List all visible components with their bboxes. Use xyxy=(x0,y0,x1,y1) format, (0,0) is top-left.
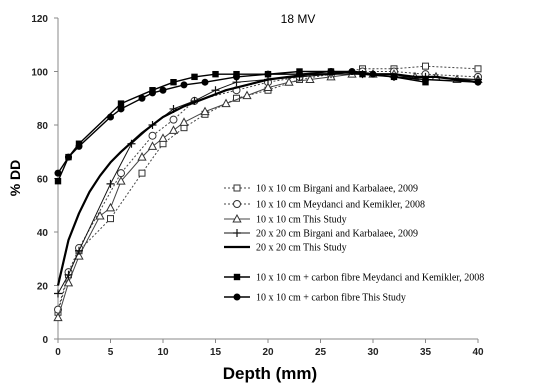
plus-marker xyxy=(54,289,62,298)
x-tick-label: 15 xyxy=(210,347,222,358)
open-triangle-marker xyxy=(168,125,179,134)
filled-square-marker xyxy=(359,70,366,78)
open-square-marker xyxy=(474,65,482,73)
open-triangle-marker xyxy=(53,312,63,322)
y-tick-label: 120 xyxy=(31,14,48,25)
open-square-marker xyxy=(233,184,241,192)
open-triangle-marker xyxy=(221,98,231,108)
open-triangle-marker xyxy=(147,141,158,150)
open-circle-marker xyxy=(233,200,241,208)
x-tick-label: 5 xyxy=(108,347,114,358)
y-axis-label: % DD xyxy=(7,160,23,197)
x-tick-label: 40 xyxy=(472,347,484,358)
x-tick-labels: 0 5 10 15 20 25 30 35 40 xyxy=(55,339,484,358)
series-line xyxy=(57,65,479,313)
series-5 xyxy=(56,70,479,286)
plus-marker xyxy=(106,179,115,188)
x-tick-label: 35 xyxy=(420,347,432,358)
plus-marker xyxy=(233,229,241,237)
filled-circle-marker xyxy=(348,68,356,75)
open-triangle-marker xyxy=(263,82,273,92)
open-circle-marker xyxy=(148,131,157,140)
filled-square-marker xyxy=(212,70,219,78)
y-tick-labels: 0 20 40 60 80 100 120 xyxy=(31,14,58,346)
y-tick-label: 80 xyxy=(37,121,49,132)
legend-label: 10 x 10 cm This Study xyxy=(256,215,347,226)
open-triangle-marker xyxy=(305,74,315,84)
plus-marker xyxy=(211,86,220,95)
open-triangle-marker xyxy=(95,210,105,220)
chart-title: 18 MV xyxy=(281,12,316,26)
filled-circle-marker xyxy=(201,78,209,86)
open-triangle-marker xyxy=(242,90,252,100)
series-line xyxy=(57,70,426,182)
open-triangle-marker xyxy=(105,202,116,212)
filled-circle-marker xyxy=(159,86,167,94)
legend-label: 10 x 10 cm Birgani and Karbalaee, 2009 xyxy=(256,184,418,195)
x-axis-label: Depth (mm) xyxy=(223,364,317,383)
legend-label: 20 x 20 cm This Study xyxy=(256,243,347,254)
open-triangle-marker xyxy=(200,106,210,116)
open-circle-marker xyxy=(169,115,178,124)
filled-circle-marker xyxy=(327,68,335,75)
x-tick-label: 30 xyxy=(367,347,379,358)
filled-square-marker xyxy=(117,100,125,107)
open-triangle-marker xyxy=(63,277,74,287)
filled-square-marker xyxy=(233,273,241,281)
legend-label: 10 x 10 cm + carbon fibre Meydanci and K… xyxy=(256,273,484,284)
filled-circle-marker xyxy=(422,76,429,84)
x-tick-label: 25 xyxy=(315,347,327,358)
filled-square-marker xyxy=(54,177,62,185)
y-tick-label: 100 xyxy=(31,68,48,79)
filled-circle-marker xyxy=(149,89,156,97)
x-tick-label: 20 xyxy=(262,347,274,358)
open-triangle-marker xyxy=(158,133,168,142)
open-triangle-marker xyxy=(116,176,126,185)
legend: 10 x 10 cm Birgani and Karbalaee, 2009 10… xyxy=(224,184,484,304)
open-square-marker xyxy=(107,215,114,223)
x-tick-label: 10 xyxy=(157,347,169,358)
x-tick-label: 0 xyxy=(55,347,61,358)
open-square-marker xyxy=(138,169,146,177)
filled-circle-marker xyxy=(138,94,146,102)
plus-marker xyxy=(64,270,73,279)
legend-label: 10 x 10 cm + carbon fibre This Study xyxy=(256,293,406,304)
filled-circle-marker xyxy=(264,70,272,78)
filled-circle-marker xyxy=(75,142,83,150)
filled-circle-marker xyxy=(296,70,303,78)
series-layer xyxy=(53,62,483,322)
open-triangle-marker xyxy=(137,152,147,161)
filled-square-marker xyxy=(170,79,177,86)
filled-square-marker xyxy=(191,73,198,81)
legend-label: 10 x 10 cm Meydanci and Kemikler, 2008 xyxy=(256,200,425,211)
plus-marker xyxy=(75,246,83,255)
open-triangle-marker xyxy=(232,213,242,223)
series-line xyxy=(56,70,479,286)
filled-circle-marker xyxy=(369,70,377,78)
open-triangle-marker xyxy=(179,117,189,126)
y-tick-label: 0 xyxy=(42,335,48,346)
filled-circle-marker xyxy=(474,78,482,86)
filled-circle-marker xyxy=(180,81,188,89)
y-tick-label: 60 xyxy=(37,175,49,186)
legend-label: 20 x 20 cm Birgani and Karbalaee, 2009 xyxy=(256,229,418,240)
y-tick-label: 20 xyxy=(37,282,49,293)
filled-circle-marker xyxy=(54,169,62,177)
series-7 xyxy=(54,68,482,177)
open-square-marker xyxy=(422,62,429,70)
filled-circle-marker xyxy=(107,113,114,121)
filled-circle-marker xyxy=(233,73,240,81)
y-tick-label: 40 xyxy=(37,228,49,239)
filled-circle-marker xyxy=(233,293,241,301)
filled-circle-marker xyxy=(65,153,72,161)
filled-circle-marker xyxy=(390,73,398,81)
open-triangle-marker xyxy=(284,77,294,86)
filled-circle-marker xyxy=(117,105,125,113)
open-circle-marker xyxy=(117,169,125,178)
